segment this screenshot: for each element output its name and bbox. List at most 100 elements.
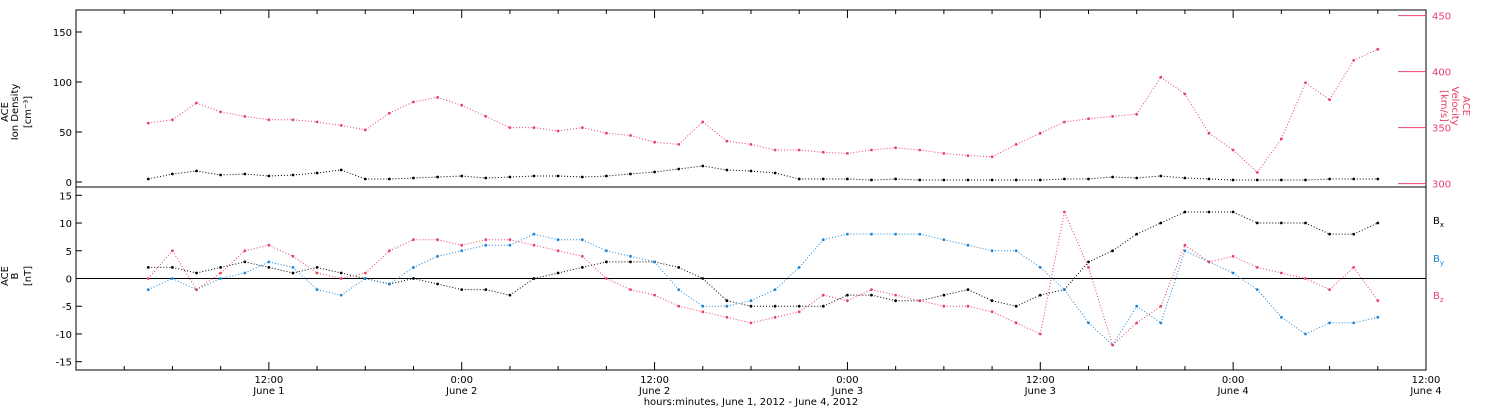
y-tick-label: 10 (59, 219, 72, 230)
velocity-trace-segment (1015, 132, 1041, 145)
bz-data-point (918, 299, 922, 303)
bx-trace-segment (1015, 294, 1041, 307)
bz-trace-segment (1257, 266, 1282, 274)
velocity-trace-segment (317, 121, 342, 126)
density-data-point (677, 167, 681, 171)
by-trace-segment (798, 239, 824, 268)
bx-trace-segment (654, 261, 679, 268)
velocity-trace-segment (582, 127, 607, 134)
velocity-trace-segment (558, 127, 583, 132)
y2-tick-label: 300 (1432, 180, 1451, 191)
by-data-point (1014, 249, 1018, 253)
bx-trace-segment (292, 266, 318, 274)
velocity-trace-segment (1305, 82, 1330, 101)
top-panel-frame (75, 9, 1427, 188)
bz-trace-segment (1112, 322, 1138, 346)
velocity-trace-segment (895, 147, 920, 151)
bz-trace-segment (1305, 278, 1330, 291)
bz-trace-segment (1039, 211, 1065, 335)
by-trace-segment (630, 255, 655, 263)
velocity-trace-segment (196, 102, 221, 113)
velocity-data-point (701, 120, 705, 124)
legend-bz: Bz (1433, 291, 1444, 304)
density-trace-segment (220, 173, 245, 176)
bz-trace-segment (316, 272, 342, 279)
bz-data-point (1376, 299, 1380, 303)
by-trace-segment (1305, 322, 1330, 335)
bz-trace-segment (1329, 267, 1355, 290)
density-trace-segment (654, 168, 679, 173)
density-trace-segment (1088, 176, 1113, 180)
bz-trace-segment (147, 250, 173, 279)
velocity-trace-segment (292, 119, 318, 123)
density-trace-segment (317, 169, 342, 174)
by-trace-segment (1112, 305, 1138, 346)
by-trace-segment (1015, 250, 1041, 268)
density-trace-segment (1112, 176, 1137, 179)
bz-trace-segment (196, 272, 221, 291)
bz-trace-segment (268, 244, 294, 257)
density-data-point (580, 175, 584, 179)
by-trace-segment (533, 233, 559, 241)
legend-bx: Bx (1433, 216, 1444, 229)
by-trace-segment (654, 261, 680, 290)
top-right-axis-title-line1: ACE (1460, 96, 1471, 116)
velocity-data-point (1376, 47, 1380, 51)
bz-trace-segment (774, 311, 800, 318)
velocity-trace-segment (1160, 76, 1186, 95)
velocity-trace-segment (678, 121, 704, 145)
x-tick-time-label: 12:00 (1412, 375, 1441, 386)
bz-trace-segment (630, 289, 655, 296)
bx-trace-segment (1232, 211, 1258, 224)
velocity-trace-segment (702, 121, 728, 142)
bz-trace-segment (557, 250, 583, 257)
legend-by: By (1433, 254, 1444, 267)
density-trace-segment (774, 172, 800, 180)
by-data-point (918, 232, 922, 236)
velocity-trace-segment (1232, 149, 1258, 173)
x-tick-date-label: June 4 (1409, 386, 1441, 397)
by-trace-segment (750, 289, 776, 302)
y-tick-label: 15 (59, 191, 72, 202)
velocity-trace-segment (1280, 82, 1306, 139)
by-trace-segment (509, 233, 535, 246)
bottom-axis-title-line3: [nT] (23, 266, 34, 286)
density-trace-segment (413, 176, 438, 179)
by-data-point (701, 304, 705, 308)
velocity-trace-segment (943, 152, 969, 157)
velocity-trace-segment (1040, 121, 1065, 134)
bx-trace-segment (1040, 289, 1065, 296)
velocity-trace-segment (244, 115, 269, 121)
bx-trace-segment (244, 261, 270, 268)
bz-trace-segment (967, 305, 993, 313)
bx-trace-segment (1064, 261, 1089, 290)
y2-tick-label: 400 (1432, 68, 1451, 79)
bz-trace-segment (726, 316, 752, 324)
legend-bx-sub: x (1440, 221, 1444, 229)
bx-data-point (580, 266, 584, 269)
bx-trace-segment (533, 272, 559, 279)
bx-trace-segment (389, 278, 414, 285)
density-data-point (797, 177, 801, 181)
by-trace-segment (823, 233, 848, 241)
x-tick-time-label: 0:00 (836, 375, 858, 386)
by-trace-segment (389, 266, 414, 285)
density-trace-segment (437, 175, 462, 178)
y2-tick-label: 350 (1432, 124, 1451, 135)
bz-trace-segment (798, 294, 824, 313)
bz-trace-segment (1232, 255, 1258, 268)
by-data-point (677, 288, 681, 291)
bottom-by-points (146, 232, 1380, 347)
x-axis-title: hours:minutes, June 1, 2012 - June 4, 20… (644, 397, 859, 408)
density-trace-segment (461, 175, 486, 179)
by-trace-segment (1256, 289, 1282, 318)
density-trace-segment (196, 170, 221, 176)
svg-text:Bz: Bz (1433, 291, 1444, 304)
density-data-point (821, 177, 825, 181)
velocity-trace-segment (437, 96, 462, 106)
y-tick-label: 0 (66, 275, 72, 286)
by-trace-segment (943, 239, 969, 246)
density-trace-segment (292, 172, 318, 176)
density-trace-segment (630, 171, 655, 175)
density-data-point (1376, 177, 1380, 181)
